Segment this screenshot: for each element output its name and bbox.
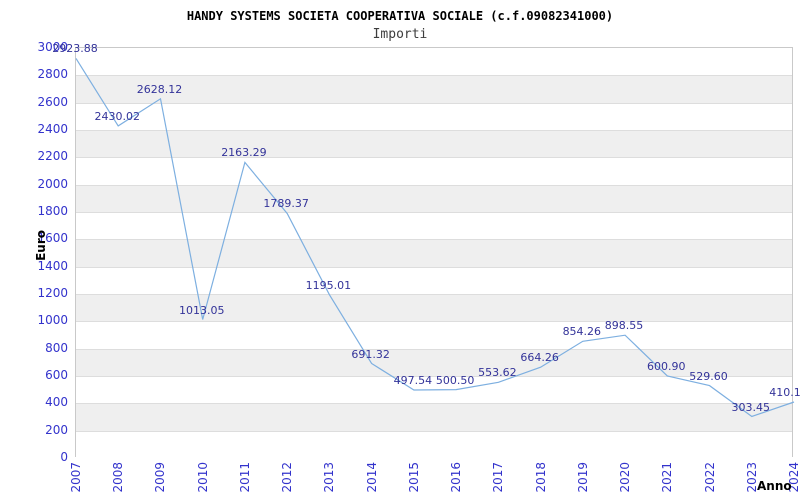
gridline (76, 430, 792, 432)
data-point-label: 2430.02 (94, 109, 140, 123)
data-point-label: 2628.12 (136, 82, 183, 96)
data-point-label: 898.55 (604, 319, 644, 333)
grid-band (76, 212, 792, 240)
grid-band (76, 75, 792, 103)
gridline (76, 157, 792, 159)
y-tick-label: 1400 (37, 258, 68, 273)
x-tick-label: 2011 (237, 462, 252, 493)
data-point-label: 1195.01 (305, 278, 352, 292)
x-tick-label: 2008 (111, 462, 126, 493)
y-tick-label: 400 (45, 395, 68, 410)
x-tick-label: 2010 (195, 462, 210, 493)
x-tick-label: 2007 (69, 462, 83, 493)
data-point-label: 854.26 (562, 325, 602, 339)
gridline (76, 102, 792, 104)
x-tick-label: 2009 (153, 462, 168, 493)
grid-band (76, 102, 792, 130)
y-tick-label: 0 (60, 450, 68, 464)
gridline (76, 130, 792, 131)
data-point-label: 529.60 (689, 369, 728, 383)
x-tick-label: 2022 (702, 462, 717, 493)
x-tick-label: 2021 (660, 462, 675, 493)
plot-area (75, 47, 795, 458)
grid-band (76, 48, 792, 76)
y-tick-label: 2200 (37, 149, 68, 164)
x-tick-label: 2016 (449, 462, 464, 493)
x-tick-label: 2013 (322, 462, 337, 493)
x-tick-label: 2019 (575, 462, 590, 493)
y-tick-label: 200 (45, 422, 68, 437)
grid-band (76, 403, 792, 431)
y-tick-label: 2800 (37, 67, 68, 82)
y-tick-label: 2400 (37, 122, 68, 136)
grid-band (76, 348, 792, 376)
data-point-label: 1013.05 (178, 303, 225, 317)
gridline (76, 239, 792, 241)
data-point-label: 303.45 (731, 400, 771, 414)
gridline (76, 184, 792, 186)
x-tick-label: 2012 (280, 462, 295, 493)
grid-band (76, 294, 792, 322)
grid-band (76, 157, 792, 185)
x-tick-label: 2020 (618, 462, 633, 493)
gridline (76, 321, 792, 323)
data-point-label: 2923.88 (52, 42, 98, 56)
y-axis-title: Euro (34, 230, 48, 261)
grid-band (76, 321, 792, 349)
data-point-label: 553.62 (478, 366, 517, 380)
data-point-label: 2163.29 (221, 146, 267, 160)
x-tick-label: 2015 (406, 462, 421, 493)
y-tick-label: 800 (45, 340, 68, 355)
chart-subtitle: Importi (372, 27, 428, 42)
y-tick-label: 2600 (37, 94, 68, 109)
gridline (76, 266, 792, 268)
y-tick-label: 1200 (37, 286, 68, 300)
data-point-label: 410.1 (769, 385, 800, 399)
gridline (76, 403, 792, 405)
grid-band (76, 430, 792, 458)
x-axis-title: Anno (757, 479, 792, 493)
y-tick-label: 1600 (37, 231, 68, 246)
data-point-label: 691.32 (351, 347, 390, 361)
trend-line-svg (75, 58, 795, 418)
y-tick-label: 1000 (37, 313, 68, 328)
data-point-label: 664.26 (520, 351, 559, 365)
gridline (76, 75, 792, 77)
y-tick-label: 600 (45, 368, 68, 382)
gridline (76, 212, 792, 213)
x-tick-label: 2014 (364, 462, 379, 493)
x-tick-label: 2018 (533, 462, 548, 493)
y-tick-label: 3000 (37, 40, 68, 54)
x-tick-label: 2017 (491, 462, 506, 493)
gridline (76, 348, 792, 350)
y-tick-label: 1800 (37, 204, 68, 218)
data-point-label: 600.90 (647, 359, 686, 373)
data-point-label: 497.54 (393, 374, 433, 387)
y-tick-label: 2000 (37, 176, 68, 191)
data-point-label: 1789.37 (263, 197, 309, 211)
grid-band (76, 184, 792, 212)
grid-band (76, 239, 792, 267)
chart-title: HANDY SYSTEMS SOCIETA COOPERATIVA SOCIAL… (186, 9, 614, 23)
grid-band (76, 130, 792, 158)
gridline (76, 294, 792, 295)
gridline (76, 376, 792, 377)
data-point-label: 500.50 (435, 373, 475, 387)
trend-line (75, 58, 795, 418)
